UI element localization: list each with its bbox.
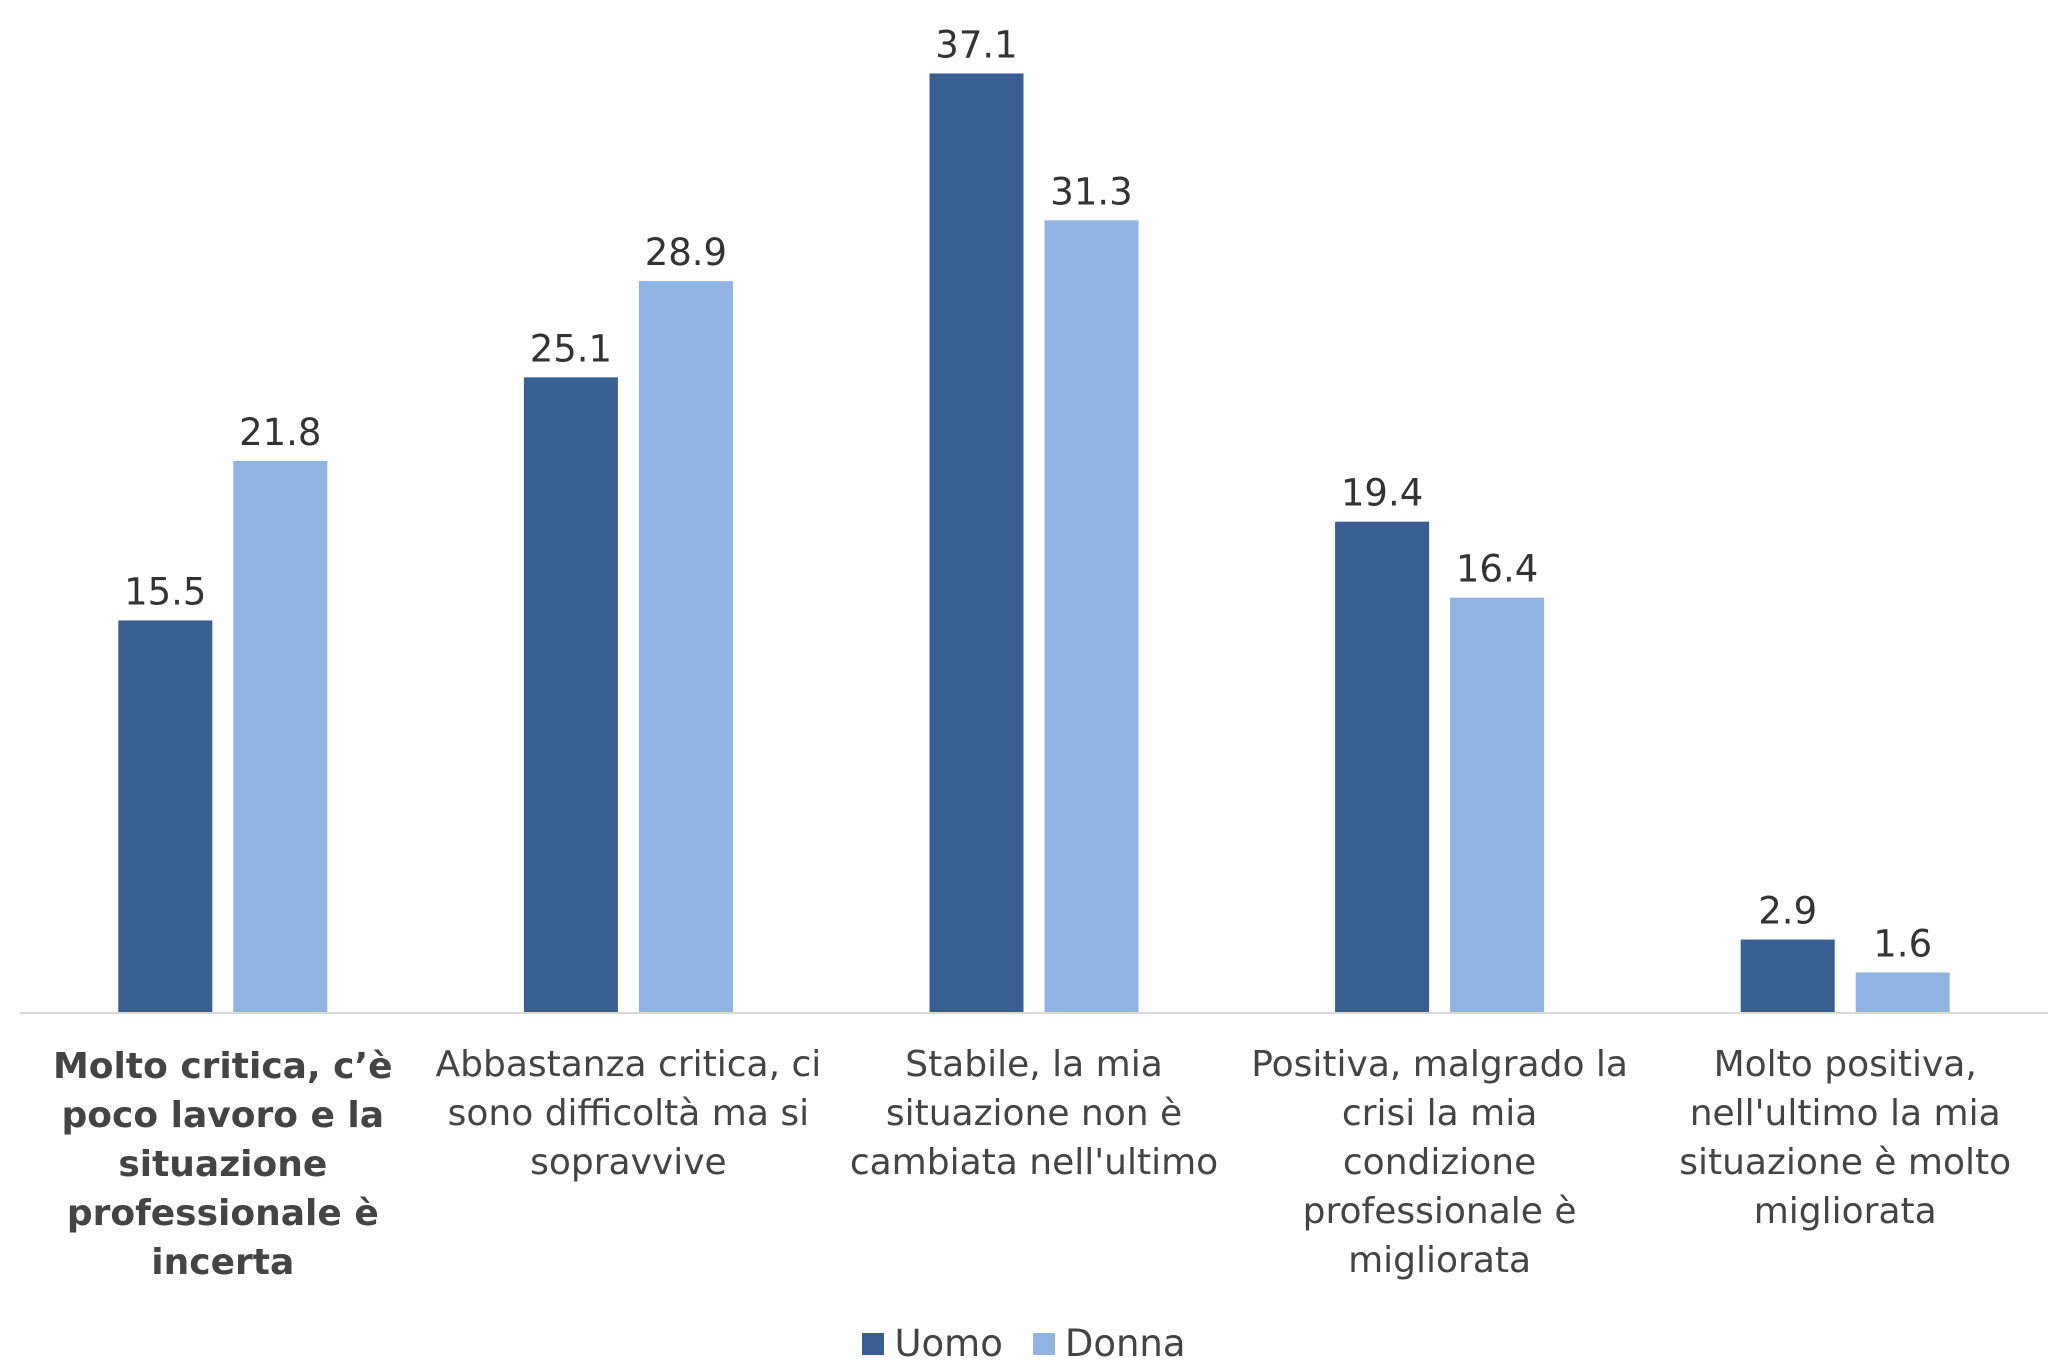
x-tick-label: Molto positiva, nell'ultimo la mia situa…: [1679, 1044, 2012, 1232]
data-label: 21.8: [239, 411, 321, 454]
data-label: 28.9: [645, 231, 727, 274]
x-tick-label: Molto critica, c’è poco lavoro e la situ…: [52, 1046, 393, 1283]
data-label: 31.3: [1050, 170, 1132, 213]
bar: [523, 377, 618, 1013]
data-label: 16.4: [1456, 548, 1538, 591]
bar: [929, 73, 1024, 1013]
data-label: 1.6: [1873, 922, 1932, 965]
bar: [1450, 597, 1545, 1013]
data-label: 19.4: [1341, 472, 1423, 515]
data-label: 37.1: [935, 23, 1017, 66]
bar: [1044, 220, 1139, 1013]
legend-swatch: [862, 1332, 885, 1355]
x-tick-label: Stabile, la mia situazione non è cambiat…: [849, 1044, 1219, 1183]
bar: [118, 620, 213, 1013]
legend-label: Uomo: [894, 1322, 1003, 1364]
x-tick-label: Abbastanza critica, ci sono difficoltà m…: [435, 1044, 822, 1183]
x-tick-label: Positiva, malgrado la crisi la mia condi…: [1251, 1044, 1628, 1281]
bar: [1855, 972, 1950, 1013]
bar: [638, 281, 733, 1013]
data-label: 15.5: [124, 570, 206, 613]
legend: Uomo Donna: [0, 1322, 2048, 1364]
legend-item: Uomo: [862, 1322, 1003, 1364]
bar: [1740, 939, 1835, 1013]
legend-label: Donna: [1064, 1322, 1186, 1364]
legend-item: Donna: [1032, 1322, 1186, 1364]
bar: [233, 460, 328, 1013]
data-label: 2.9: [1758, 890, 1817, 933]
data-label: 25.1: [530, 327, 612, 370]
bar: [1335, 521, 1430, 1013]
legend-swatch: [1032, 1332, 1055, 1355]
